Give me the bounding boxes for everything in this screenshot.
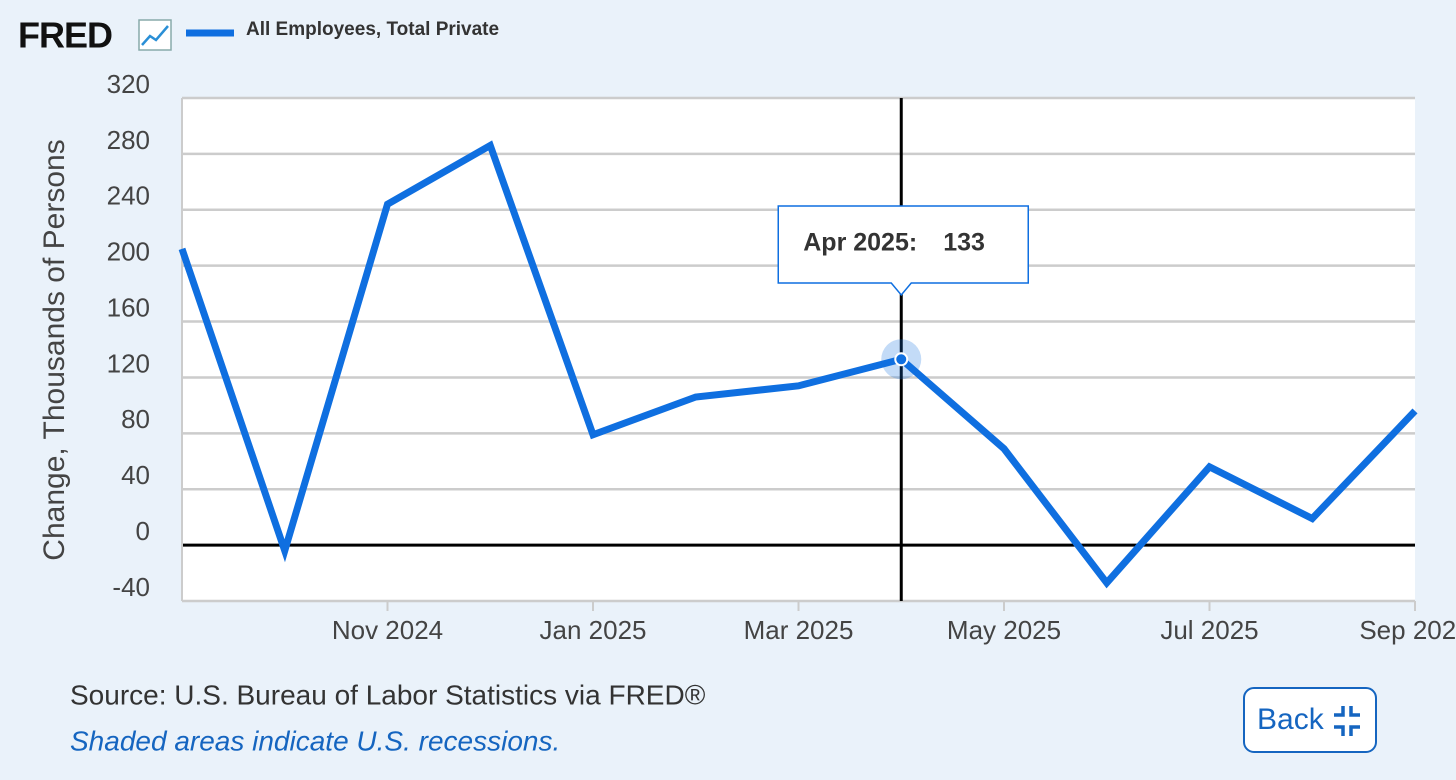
tooltip-box [777, 205, 1029, 297]
y-tick-label: 160 [107, 292, 150, 322]
logo-icon [138, 19, 172, 51]
series-line [178, 140, 1418, 589]
x-tick-label: Nov 2024 [332, 615, 443, 645]
y-tick-label: 40 [121, 460, 150, 490]
x-tick-label: Jul 2025 [1160, 615, 1258, 645]
y-tick-label: 80 [121, 404, 150, 434]
highlight-point [894, 352, 909, 367]
back-button[interactable]: Back [1243, 687, 1377, 753]
tooltip-label: Apr 2025: [803, 229, 917, 257]
y-tick-label: 0 [136, 516, 150, 546]
tooltip: Apr 2025: 133 [777, 205, 1029, 297]
x-tick-label: Jan 2025 [540, 615, 647, 645]
y-axis-title: Change, Thousands of Persons [38, 139, 71, 560]
tooltip-value: 133 [943, 229, 985, 257]
legend-label: All Employees, Total Private [246, 19, 499, 40]
y-tick-label: 120 [107, 348, 150, 378]
plot [178, 96, 1418, 611]
note: Shaded areas indicate U.S. recessions. [70, 725, 560, 756]
logo: FRED [18, 15, 112, 56]
x-tick-label: Mar 2025 [744, 615, 854, 645]
y-tick-label: -40 [112, 572, 150, 602]
y-tick-label: 200 [107, 237, 150, 267]
y-tick-label: 280 [107, 125, 150, 155]
y-tick-label: 240 [107, 181, 150, 211]
x-tick-label: Sep 2025 [1359, 615, 1456, 645]
y-tick-label: 320 [107, 69, 150, 99]
plot-area [182, 98, 1415, 601]
x-tick-label: May 2025 [947, 615, 1061, 645]
source: Source: U.S. Bureau of Labor Statistics … [70, 679, 706, 710]
back-label[interactable]: Back [1257, 703, 1325, 736]
